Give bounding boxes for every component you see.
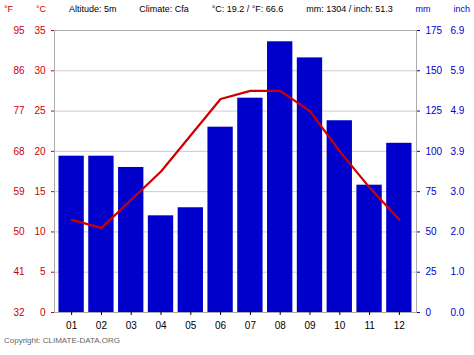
svg-text:0: 0 <box>426 307 432 318</box>
svg-text:0: 0 <box>40 307 46 318</box>
svg-text:02: 02 <box>96 320 108 331</box>
html-text:mm: mm <box>415 4 431 14</box>
svg-text:01: 01 <box>66 320 78 331</box>
html-text:Copyright: CLIMATE-DATA.ORG: Copyright: CLIMATE-DATA.ORG <box>4 336 120 345</box>
html-text:inch: inch <box>453 4 470 14</box>
svg-text:30: 30 <box>34 65 46 76</box>
svg-text:25: 25 <box>34 105 46 116</box>
svg-text:15: 15 <box>34 186 46 197</box>
svg-text:175: 175 <box>426 25 443 36</box>
svg-text:04: 04 <box>155 320 167 331</box>
svg-text:07: 07 <box>245 320 257 331</box>
svg-text:50: 50 <box>13 226 25 237</box>
svg-text:59: 59 <box>13 186 25 197</box>
svg-text:0.0: 0.0 <box>451 307 465 318</box>
html-text:°C: °C <box>36 4 47 14</box>
svg-text:11: 11 <box>364 320 375 331</box>
html-text:°C: 19.2 / °F: 66.6: °C: 19.2 / °F: 66.6 <box>211 4 284 14</box>
svg-text:12: 12 <box>394 320 406 331</box>
svg-text:75: 75 <box>426 186 438 197</box>
svg-text:125: 125 <box>426 105 443 116</box>
svg-text:5: 5 <box>40 266 46 277</box>
svg-text:150: 150 <box>426 65 443 76</box>
html-text:°F: °F <box>4 4 14 14</box>
svg-text:1.0: 1.0 <box>451 266 465 277</box>
svg-text:35: 35 <box>34 25 46 36</box>
svg-text:2.0: 2.0 <box>451 226 465 237</box>
svg-text:3.0: 3.0 <box>451 186 465 197</box>
svg-text:09: 09 <box>304 320 316 331</box>
svg-text:86: 86 <box>13 65 25 76</box>
svg-text:41: 41 <box>13 266 25 277</box>
svg-text:4.9: 4.9 <box>451 105 465 116</box>
svg-text:68: 68 <box>13 146 25 157</box>
svg-text:08: 08 <box>275 320 287 331</box>
svg-text:20: 20 <box>34 146 46 157</box>
svg-text:05: 05 <box>185 320 197 331</box>
svg-text:95: 95 <box>13 25 25 36</box>
svg-text:5.9: 5.9 <box>451 65 465 76</box>
svg-text:50: 50 <box>426 226 438 237</box>
svg-text:10: 10 <box>334 320 346 331</box>
svg-text:06: 06 <box>215 320 227 331</box>
html-text:Climate: Cfa: Climate: Cfa <box>139 4 189 14</box>
svg-text:10: 10 <box>34 226 46 237</box>
svg-text:3.9: 3.9 <box>451 146 465 157</box>
svg-text:25: 25 <box>426 266 438 277</box>
svg-text:03: 03 <box>126 320 138 331</box>
html-text:mm: 1304 / inch: 51.3: mm: 1304 / inch: 51.3 <box>306 4 393 14</box>
svg-text:6.9: 6.9 <box>451 25 465 36</box>
svg-text:77: 77 <box>13 105 25 116</box>
svg-text:32: 32 <box>13 307 25 318</box>
svg-text:100: 100 <box>426 146 443 157</box>
html-text:Altitude: 5m: Altitude: 5m <box>68 4 117 14</box>
